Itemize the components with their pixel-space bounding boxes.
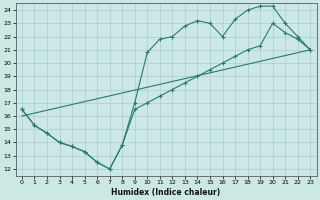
X-axis label: Humidex (Indice chaleur): Humidex (Indice chaleur) — [111, 188, 221, 197]
